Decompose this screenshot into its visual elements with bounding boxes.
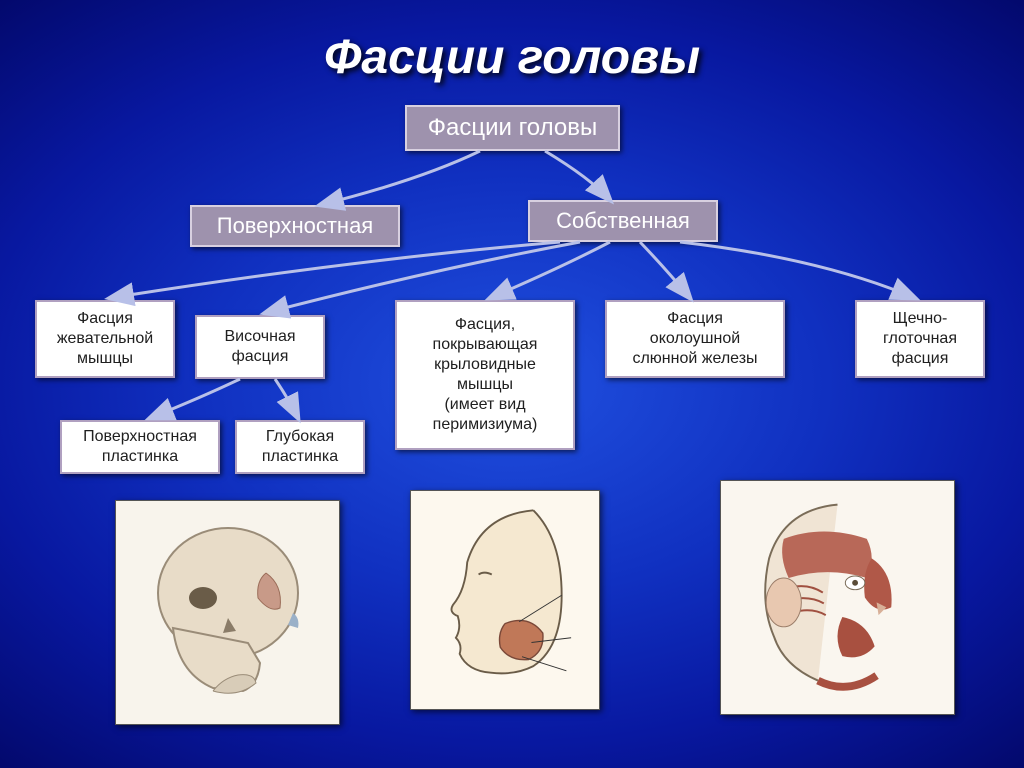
leaf-superficial-plate: Поверхностная пластинка xyxy=(60,420,220,474)
leaf-deep-plate: Глубокая пластинка xyxy=(235,420,365,474)
root-label: Фасции головы xyxy=(428,114,598,142)
image-head-muscles xyxy=(720,480,955,715)
mid-proper-box: Собственная xyxy=(528,200,718,242)
leaf-bucco: Щечно- глоточная фасция xyxy=(855,300,985,378)
mid-proper-label: Собственная xyxy=(556,208,690,234)
leaf-masseter: Фасция жевательной мышцы xyxy=(35,300,175,378)
root-box: Фасции головы xyxy=(405,105,620,151)
slide-title: Фасции головы xyxy=(0,30,1024,85)
image-face-profile xyxy=(410,490,600,710)
mid-superficial-box: Поверхностная xyxy=(190,205,400,247)
leaf-pterygoid: Фасция, покрывающая крыловидные мышцы (и… xyxy=(395,300,575,450)
skull-icon xyxy=(128,513,328,713)
mid-superficial-label: Поверхностная xyxy=(217,213,373,239)
image-skull xyxy=(115,500,340,725)
head-muscles-icon xyxy=(730,490,945,705)
leaf-parotid: Фасция околоушной слюнной железы xyxy=(605,300,785,378)
leaf-temporal: Височная фасция xyxy=(195,315,325,379)
face-profile-icon xyxy=(420,500,590,700)
